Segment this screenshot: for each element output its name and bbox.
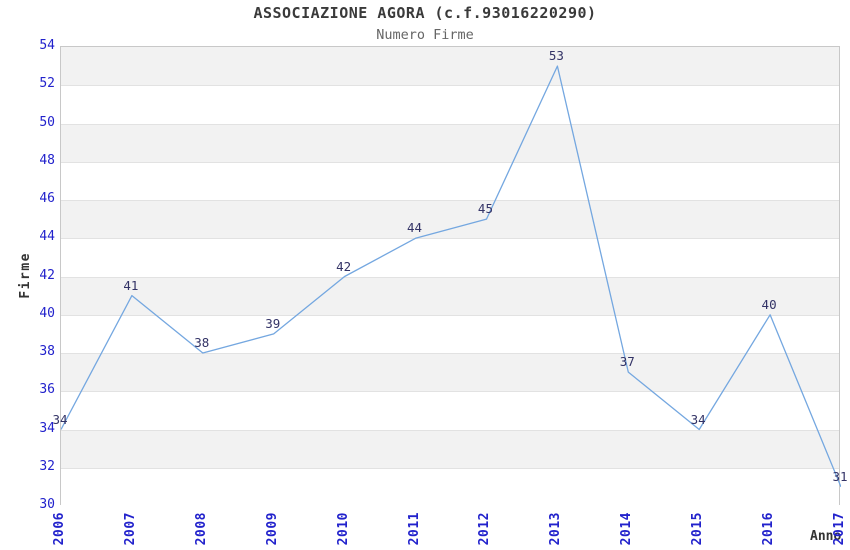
y-tick-label: 48 — [39, 152, 55, 168]
data-point-label: 37 — [619, 354, 635, 370]
y-tick-label: 54 — [39, 38, 55, 53]
line-series-svg — [61, 65, 841, 488]
x-tick-label: 2008 — [193, 512, 209, 546]
y-tick-label: 32 — [39, 458, 55, 474]
x-tick-label: 2010 — [335, 512, 351, 546]
grid-band — [61, 391, 839, 430]
y-tick-label: 30 — [39, 497, 55, 512]
gridline — [61, 161, 839, 163]
y-tick-label: 40 — [39, 305, 55, 321]
grid-band — [61, 161, 839, 200]
grid-band — [61, 467, 839, 506]
grid-band — [61, 429, 839, 468]
y-tick-label: 52 — [39, 76, 55, 92]
x-tick-label: 2006 — [52, 512, 67, 546]
x-tick-label: 2012 — [477, 512, 493, 546]
gridline — [61, 467, 839, 469]
chart-title: ASSOCIAZIONE AGORA (c.f.93016220290) — [253, 4, 597, 22]
x-tick-label: 2015 — [690, 512, 706, 546]
x-tick-label: 2009 — [264, 512, 280, 546]
grid-band — [61, 200, 839, 239]
data-point-label: 44 — [407, 220, 423, 236]
y-tick-label: 38 — [39, 344, 55, 359]
x-tick-label: 2017 — [832, 512, 847, 546]
gridline — [61, 200, 839, 201]
x-tick-label: 2007 — [122, 512, 138, 546]
grid-band — [61, 314, 839, 353]
grid-band — [61, 238, 839, 277]
data-point-label: 34 — [690, 411, 706, 427]
gridline — [61, 353, 839, 354]
gridline — [61, 314, 839, 316]
data-point-label: 38 — [194, 335, 210, 350]
y-tick-label: 34 — [39, 420, 55, 436]
gridline — [61, 123, 839, 125]
grid-band — [61, 353, 839, 392]
grid-band — [61, 85, 839, 124]
y-tick-label: 46 — [39, 191, 55, 206]
plot-area — [60, 46, 841, 506]
gridline — [61, 238, 839, 240]
gridline — [61, 276, 839, 278]
data-point-label: 40 — [761, 296, 777, 312]
data-point-label: 39 — [265, 315, 281, 331]
data-point-label: 53 — [548, 48, 564, 64]
x-tick-label: 2013 — [548, 512, 564, 546]
data-point-label: 41 — [123, 277, 139, 293]
y-tick-label: 44 — [39, 229, 55, 245]
x-tick-label: 2011 — [406, 512, 422, 546]
y-tick-label: 42 — [39, 267, 55, 283]
data-point-label: 34 — [52, 411, 68, 427]
gridline — [61, 391, 839, 393]
y-tick-label: 50 — [39, 114, 55, 130]
series-line — [61, 65, 841, 488]
chart-subtitle: Numero Firme — [376, 27, 474, 43]
data-point-label: 42 — [336, 258, 352, 274]
x-tick-label: 2014 — [619, 512, 635, 546]
gridline — [61, 429, 839, 431]
grid-band — [61, 47, 839, 86]
x-tick-label: 2016 — [761, 512, 777, 546]
grid-band — [61, 276, 839, 315]
y-tick-label: 36 — [39, 382, 55, 398]
data-point-label: 45 — [477, 201, 493, 217]
x-axis-title: Anno — [810, 529, 842, 544]
data-point-label: 31 — [832, 468, 848, 484]
gridline — [61, 85, 839, 87]
grid-band — [61, 123, 839, 162]
